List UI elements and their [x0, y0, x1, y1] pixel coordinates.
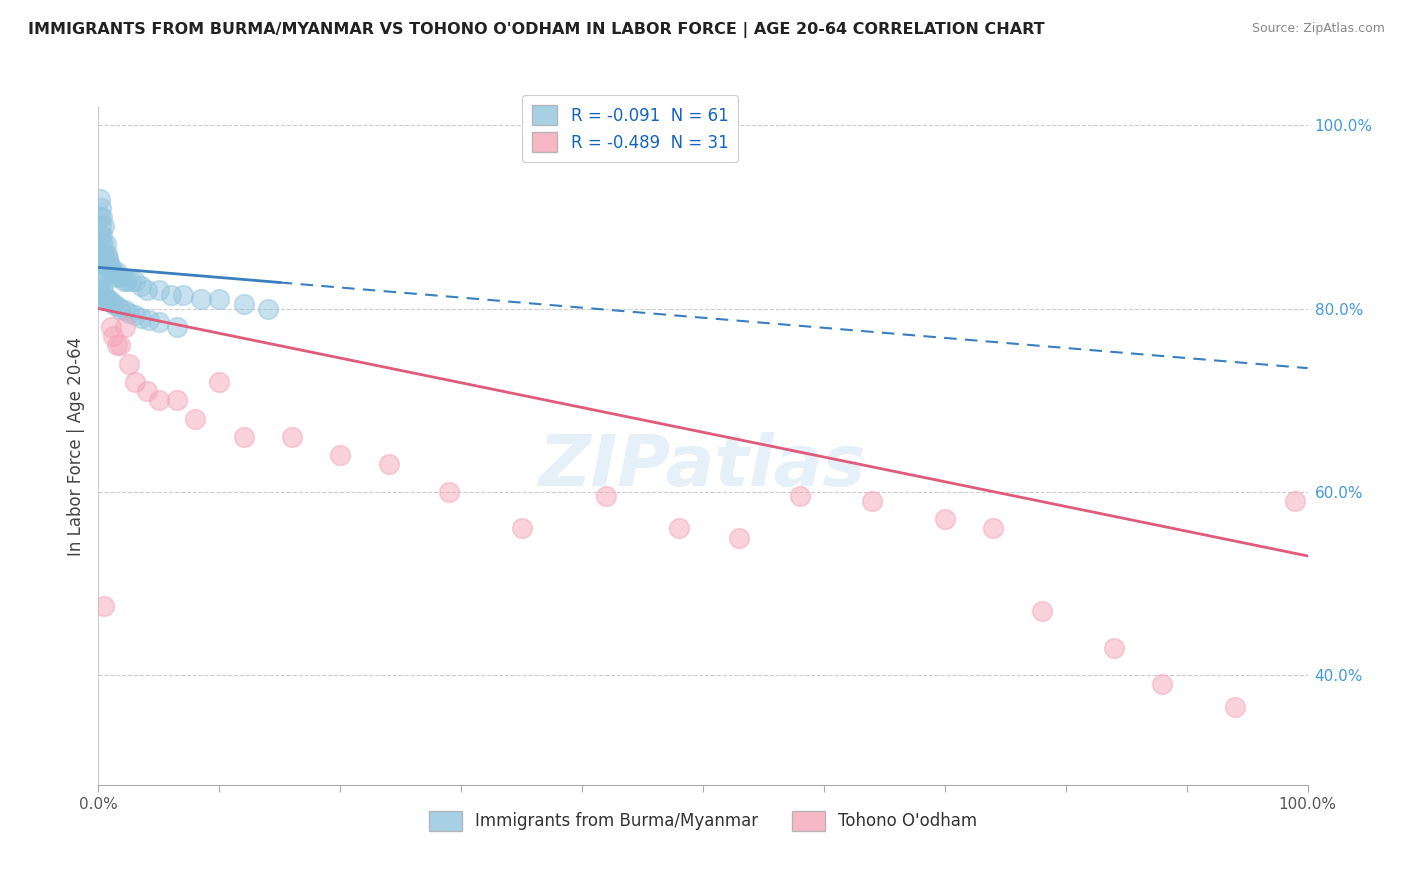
Point [148, 393, 170, 408]
Point [114, 303, 136, 318]
Point [114, 319, 136, 334]
Point [90, 237, 112, 252]
Point [160, 288, 183, 302]
Point [860, 494, 883, 508]
Point [377, 458, 399, 472]
Point [184, 411, 207, 425]
Point [100, 265, 122, 279]
Point [93, 246, 115, 260]
Point [91, 228, 114, 243]
Point [256, 301, 278, 316]
Point [97, 293, 120, 307]
Point [94, 256, 117, 270]
Point [208, 375, 231, 389]
Point [89, 265, 111, 279]
Point [129, 310, 152, 325]
Point [108, 269, 131, 284]
Point [232, 430, 254, 444]
Y-axis label: In Labor Force | Age 20-64: In Labor Force | Age 20-64 [66, 336, 84, 556]
Point [166, 393, 188, 408]
Point [1031, 604, 1053, 618]
Point [97, 251, 120, 265]
Point [96, 246, 118, 260]
Point [120, 274, 142, 288]
Point [172, 288, 194, 302]
Point [91, 237, 114, 252]
Point [595, 489, 617, 503]
Point [108, 301, 131, 316]
Point [208, 293, 231, 307]
Point [103, 269, 125, 284]
Point [437, 484, 460, 499]
Point [232, 297, 254, 311]
Point [124, 274, 146, 288]
Point [98, 256, 121, 270]
Point [118, 357, 141, 371]
Point [91, 283, 114, 297]
Point [91, 293, 114, 307]
Point [668, 521, 690, 535]
Point [90, 288, 112, 302]
Point [89, 192, 111, 206]
Text: IMMIGRANTS FROM BURMA/MYANMAR VS TOHONO O'ODHAM IN LABOR FORCE | AGE 20-64 CORRE: IMMIGRANTS FROM BURMA/MYANMAR VS TOHONO … [28, 22, 1045, 38]
Text: ZIPatlas: ZIPatlas [540, 432, 866, 500]
Point [93, 219, 115, 234]
Point [101, 265, 124, 279]
Point [148, 283, 170, 297]
Point [90, 269, 112, 284]
Point [94, 237, 117, 252]
Point [117, 274, 139, 288]
Point [94, 293, 117, 307]
Point [89, 246, 111, 260]
Point [148, 315, 170, 329]
Point [1102, 640, 1125, 655]
Point [101, 297, 124, 311]
Point [101, 329, 124, 343]
Point [190, 293, 212, 307]
Point [1284, 494, 1306, 508]
Point [90, 201, 112, 215]
Point [91, 210, 114, 224]
Point [105, 338, 128, 352]
Point [1223, 700, 1246, 714]
Point [100, 260, 122, 275]
Point [124, 375, 146, 389]
Legend: Immigrants from Burma/Myanmar, Tohono O'odham: Immigrants from Burma/Myanmar, Tohono O'… [422, 804, 984, 838]
Point [93, 288, 115, 302]
Point [108, 338, 131, 352]
Point [93, 599, 115, 614]
Point [105, 299, 128, 313]
Point [90, 219, 112, 234]
Point [329, 448, 352, 462]
Point [91, 256, 114, 270]
Point [281, 430, 304, 444]
Point [789, 489, 811, 503]
Point [135, 384, 157, 398]
Point [510, 521, 533, 535]
Point [110, 269, 132, 284]
Point [89, 228, 111, 243]
Point [90, 256, 112, 270]
Point [135, 283, 157, 297]
Point [91, 246, 114, 260]
Point [129, 278, 152, 293]
Point [100, 294, 122, 309]
Text: Source: ZipAtlas.com: Source: ZipAtlas.com [1251, 22, 1385, 36]
Point [118, 306, 141, 320]
Point [138, 312, 160, 326]
Point [934, 512, 956, 526]
Point [1152, 677, 1174, 691]
Point [124, 308, 146, 322]
Point [981, 521, 1004, 535]
Point [89, 210, 111, 224]
Point [728, 531, 751, 545]
Point [112, 274, 135, 288]
Point [100, 319, 122, 334]
Point [105, 265, 128, 279]
Point [166, 319, 188, 334]
Point [89, 283, 111, 297]
Point [91, 274, 114, 288]
